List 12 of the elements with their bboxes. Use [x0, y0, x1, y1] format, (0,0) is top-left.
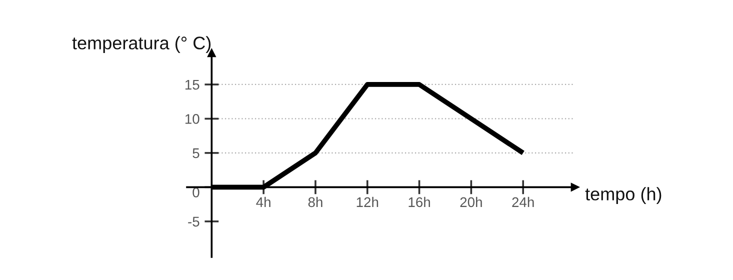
x-tick-label: 16h: [408, 196, 430, 208]
x-tick-label: 8h: [308, 196, 322, 208]
x-tick-label: 20h: [460, 196, 482, 208]
y-axis-title: temperatura (° C): [72, 36, 211, 53]
y-tick-label: 5: [192, 148, 200, 158]
y-tick-label: 10: [185, 114, 200, 124]
y-tick-label: -5: [188, 216, 200, 227]
x-tick-label: 24h: [512, 196, 534, 207]
x-tick-label: 4h: [256, 196, 270, 207]
x-tick-label: 12h: [356, 196, 378, 207]
x-axis-title: tempo (h): [585, 187, 662, 204]
y-tick-label: 15: [185, 80, 200, 90]
